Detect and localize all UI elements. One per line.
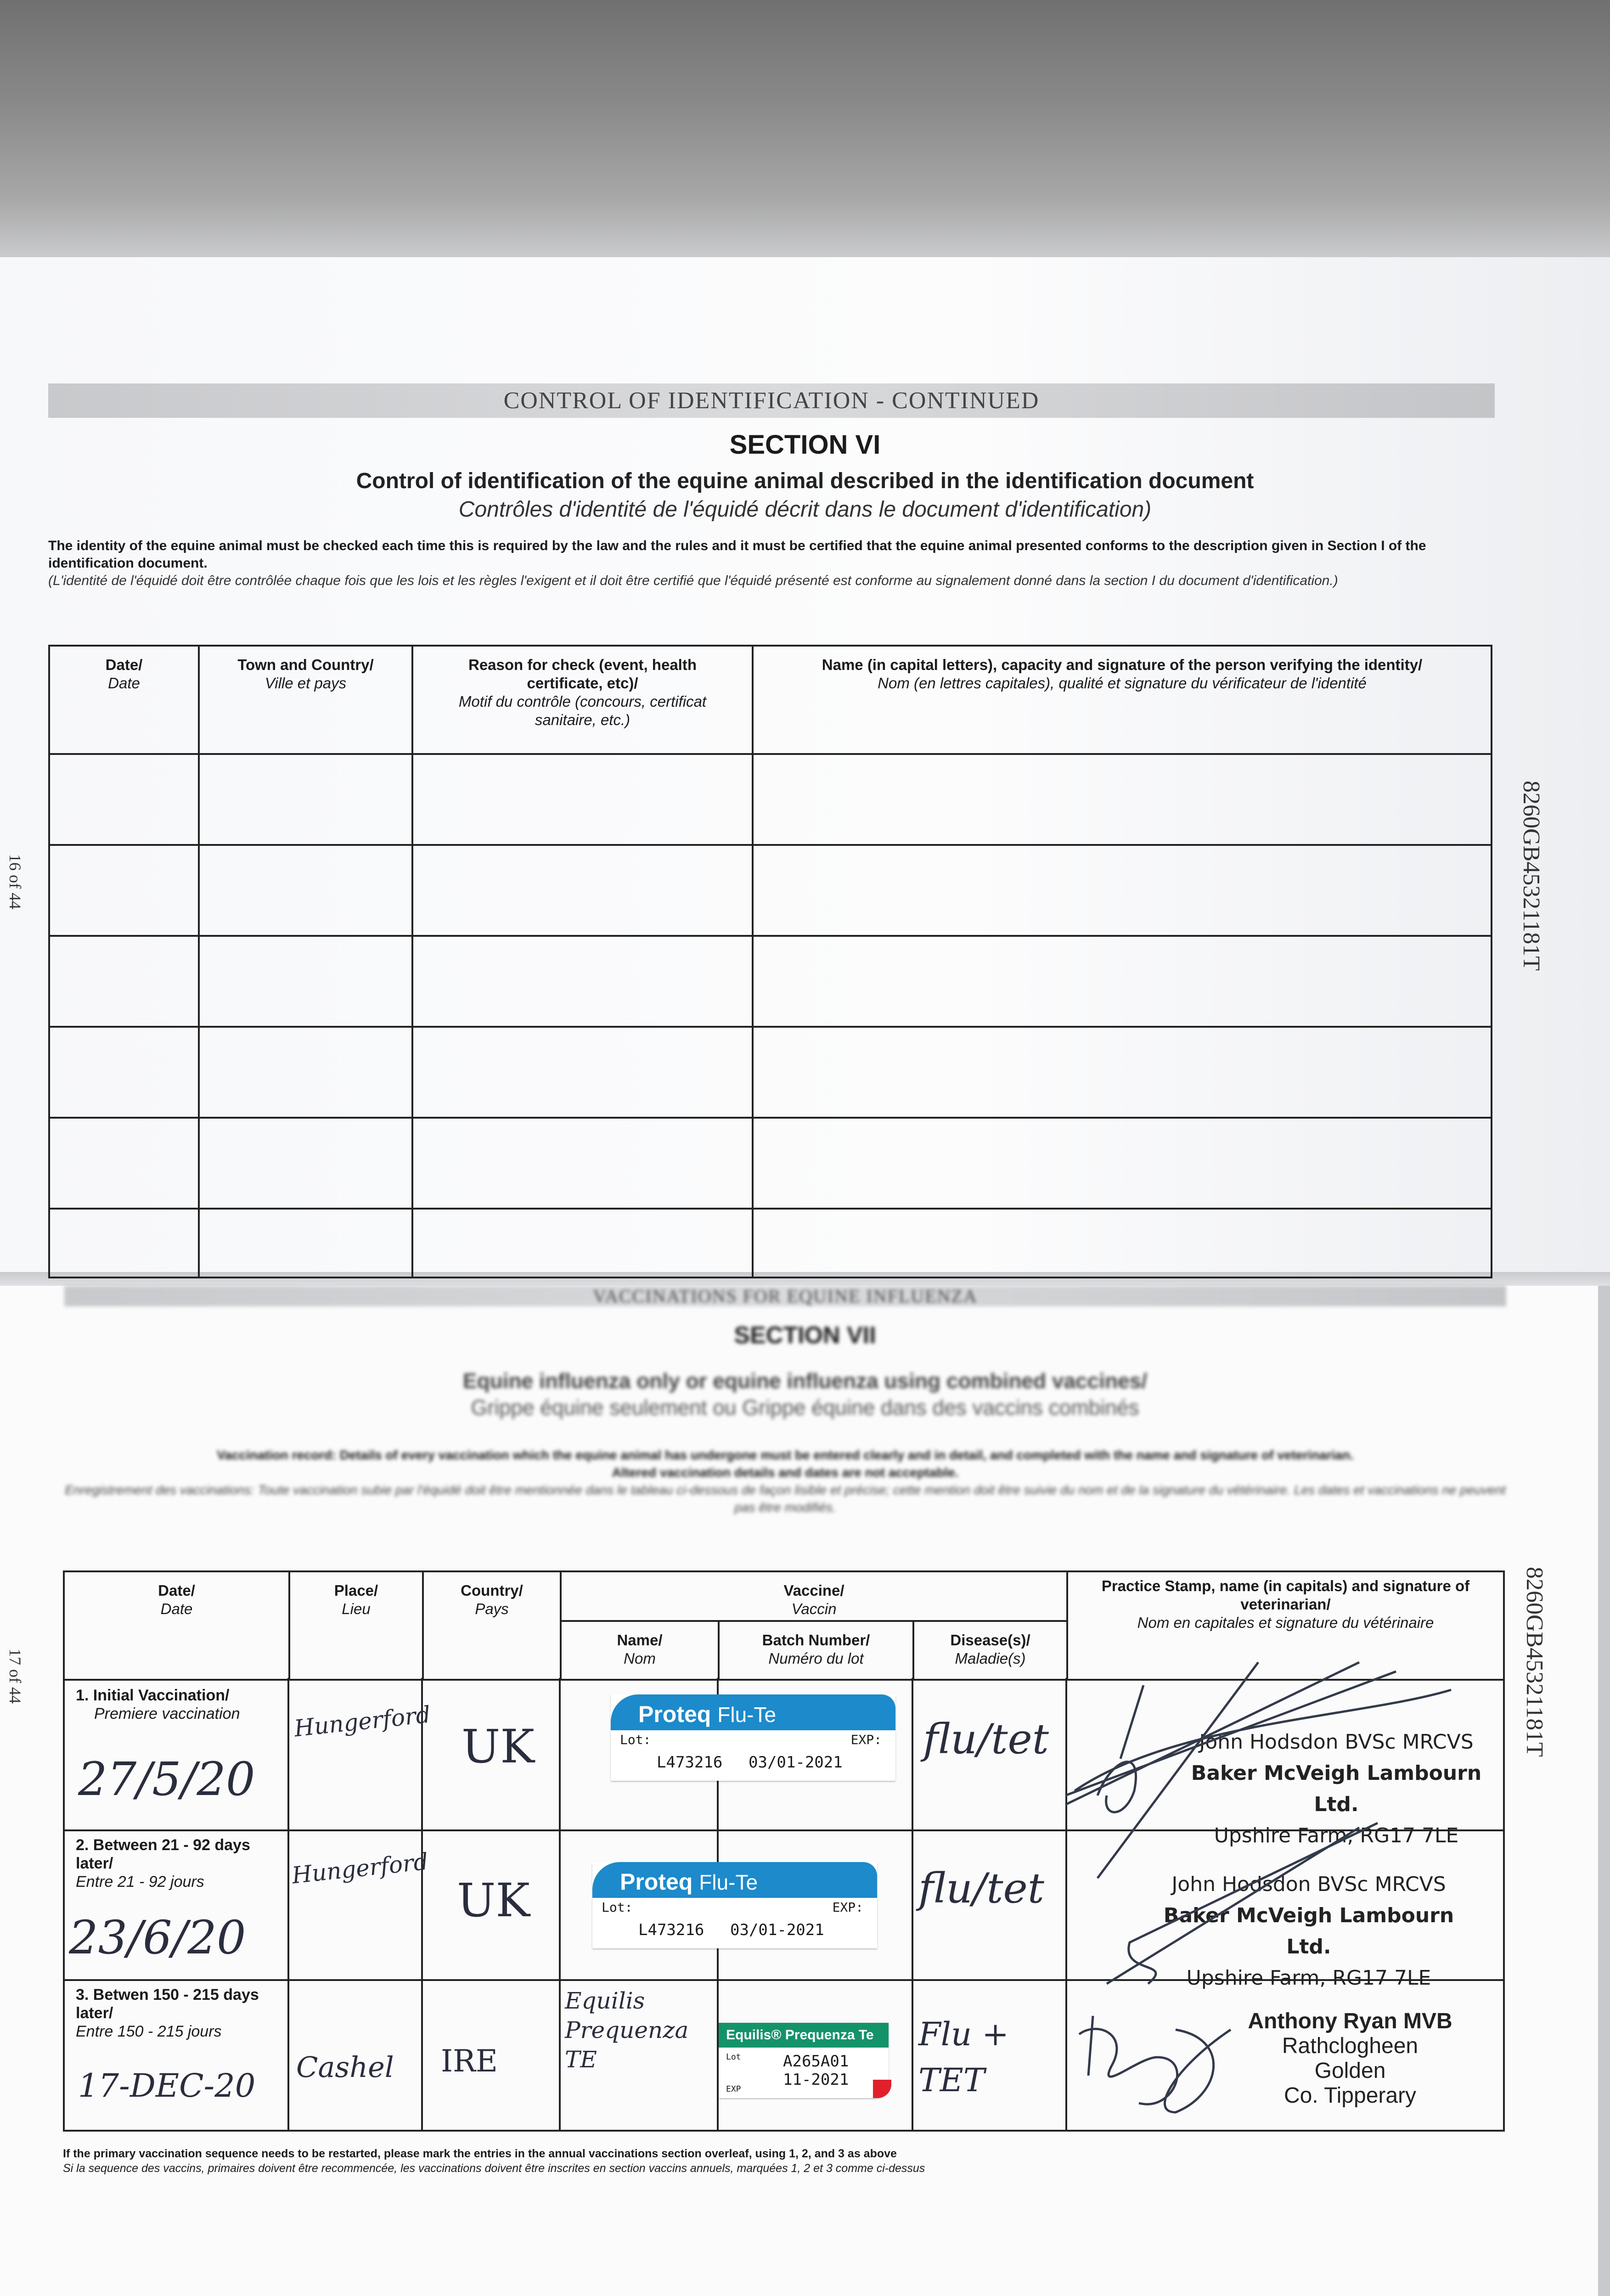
title-en: Control of identification of the equine … [356, 469, 1254, 493]
intro-en: The identity of the equine animal must b… [48, 538, 1426, 571]
col-stamp: Practice Stamp, name (in capitals) and s… [1066, 1570, 1505, 1681]
lot-number: L473216 [657, 1753, 723, 1772]
page-edge [1598, 1286, 1610, 2296]
table-row[interactable] [48, 753, 1492, 846]
row-1-country: UK [462, 1720, 535, 1773]
vet-stamp-2: John Hodsdon BVSc MRCVS Baker McVeigh Lam… [1163, 1873, 1454, 1990]
col-town: Town and Country/Ville et pays [198, 645, 413, 755]
row-2-country: UK [457, 1874, 530, 1927]
vaccine-sticker-3: Equilis® Prequenza Te Lot EXP A265A01 11… [719, 2023, 891, 2098]
row-1-date: 27/5/20 [78, 1752, 255, 1806]
divider [421, 1678, 423, 2132]
col-country: Country/Pays [422, 1570, 562, 1681]
col-batch: Batch Number/Numéro du lot [718, 1620, 914, 1681]
page-number: 16 of 44 [6, 854, 24, 909]
intro-en: Vaccination record: Details of every vac… [217, 1448, 1354, 1462]
section-banner: CONTROL OF IDENTIFICATION - CONTINUED [48, 383, 1495, 418]
row-3-vaccine-name: Equilis Prequenza TE [565, 1987, 689, 2073]
page-number: 17 of 44 [6, 1649, 24, 1704]
col-disease: Disease(s)/Maladie(s) [912, 1620, 1069, 1681]
row-1-label: 1. Initial Vaccination/Premiere vaccinat… [76, 1687, 240, 1722]
brand-text: Proteq [620, 1869, 693, 1895]
intro-block: The identity of the equine animal must b… [48, 537, 1495, 590]
expiry-date: 11-2021 [783, 2071, 849, 2089]
row-3-label: 3. Betwen 150 - 215 days later/Entre 150… [76, 1986, 259, 2040]
row-3-place: Cashel [296, 2050, 394, 2084]
identity-check-table: Date/Date Town and Country/Ville et pays… [48, 645, 1492, 1278]
table-row[interactable] [48, 935, 1492, 1028]
vet-signature [1064, 1661, 1452, 2114]
title-en: Equine influenza only or equine influenz… [462, 1369, 1148, 1393]
vaccination-table: Date/Date Place/Lieu Country/Pays Vaccin… [63, 1570, 1505, 2132]
vaccine-sticker-2: Proteq Flu-Te Lot: EXP: L473216 03/01-20… [592, 1862, 877, 1948]
row-3-date: 17-DEC-20 [78, 2067, 256, 2105]
col-vaccine-name: Name/Nom [560, 1620, 720, 1681]
section-title: SECTION VI [729, 430, 881, 460]
table-row[interactable] [48, 1208, 1492, 1278]
title-fr: Grippe équine seulement ou Grippe équine… [471, 1396, 1139, 1419]
footer-en: If the primary vaccination sequence need… [63, 2147, 897, 2160]
intro-en-2: Altered vaccination details and dates ar… [612, 1465, 959, 1480]
row-2-label: 2. Between 21 - 92 days later/Entre 21 -… [76, 1836, 250, 1891]
col-vaccine: Vaccine/Vaccin [559, 1570, 1069, 1622]
row-2-disease: flu/tet [918, 1864, 1044, 1913]
row-3-disease: Flu + TET [918, 2015, 1009, 2099]
col-verifier: Name (in capital letters), capacity and … [752, 645, 1492, 755]
col-date: Date/Date [63, 1570, 290, 1681]
vaccine-sticker-1: Proteq Flu-Te Lot: EXP: L473216 03/01-20… [611, 1694, 895, 1781]
vet-stamp-1: John Hodsdon BVSc MRCVS Baker McVeigh Lam… [1191, 1730, 1482, 1847]
vet-stamp-3: Anthony Ryan MVB Rathclogheen Golden Co. Ti… [1248, 2009, 1452, 2108]
expiry-date: 03/01-2021 [749, 1753, 843, 1772]
intro-fr: Enregistrement des vaccinations: Toute v… [65, 1483, 1506, 1514]
divider [287, 1678, 289, 2132]
banner-text: CONTROL OF IDENTIFICATION - CONTINUED [503, 388, 1040, 414]
col-reason: Reason for check (event, health certific… [411, 645, 754, 755]
passport-number: 8260GB45321181T [1521, 1567, 1548, 1757]
table-row[interactable] [48, 844, 1492, 937]
divider [1065, 1678, 1067, 2132]
title-fr: Contrôles d'identité de l'équidé décrit … [458, 497, 1152, 522]
divider [912, 1678, 913, 2132]
row-1-disease: flu/tet [923, 1715, 1049, 1763]
scanner-shadow [0, 0, 1610, 266]
section-title: SECTION VII [734, 1322, 876, 1349]
table-row[interactable] [48, 1026, 1492, 1119]
intro-block: Vaccination record: Details of every vac… [64, 1446, 1506, 1516]
expiry-date: 03/01-2021 [730, 1921, 824, 1939]
brand-text: Proteq [638, 1701, 711, 1727]
passport-number: 8260GB45321181T [1518, 781, 1544, 971]
row-2-date: 23/6/20 [69, 1911, 246, 1964]
section-banner: VACCINATIONS FOR EQUINE INFLUENZA [64, 1286, 1506, 1306]
footer-fr: Si la sequence des vaccins, primaires do… [63, 2162, 925, 2175]
lot-number: A265A01 [783, 2052, 849, 2071]
lot-number: L473216 [638, 1921, 704, 1939]
table-row[interactable] [48, 1117, 1492, 1210]
row-3-country: IRE [441, 2043, 498, 2079]
col-date: Date/Date [48, 645, 200, 755]
divider [559, 1678, 561, 2132]
intro-fr: (L'identité de l'équidé doit être contrô… [48, 573, 1338, 588]
col-place: Place/Lieu [288, 1570, 424, 1681]
